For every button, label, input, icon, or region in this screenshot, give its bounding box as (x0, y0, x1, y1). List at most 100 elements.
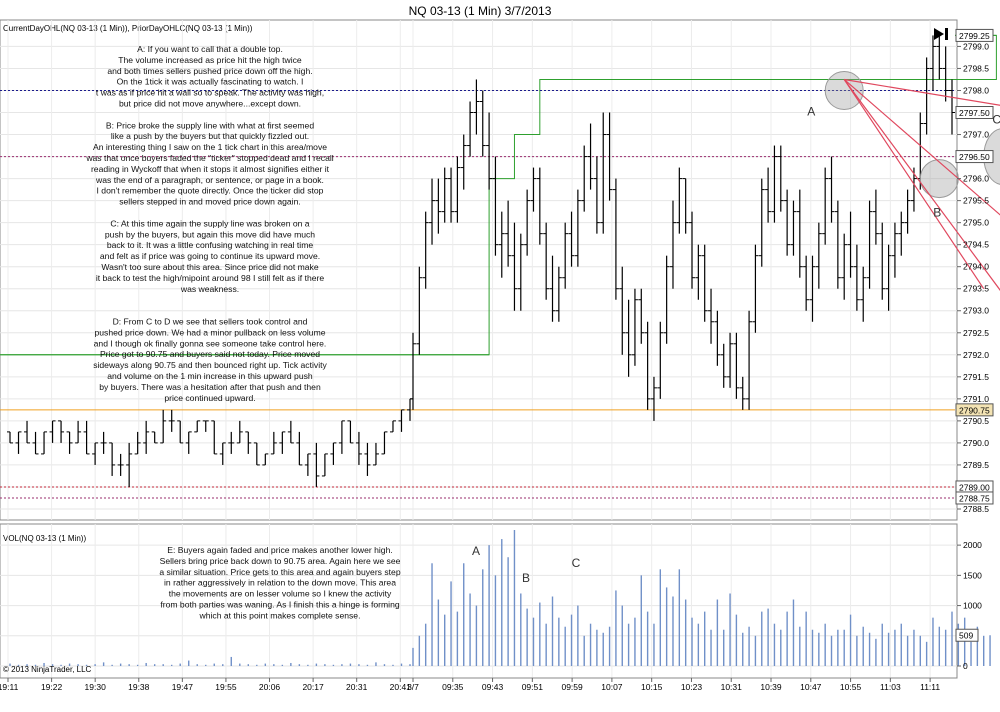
ohlc-bar (695, 244, 702, 300)
ohlc-bar (49, 420, 56, 443)
price-tick-label: 2788.5 (963, 504, 989, 514)
price-badge (955, 150, 994, 164)
ohlc-bar (435, 178, 442, 234)
trendline (843, 79, 1000, 216)
annotation-line: and felt as if price was going to contin… (100, 251, 320, 261)
time-tick-label: 09:59 (561, 682, 583, 692)
price-tick-label: 2794.0 (963, 262, 989, 272)
price-tick-label: 2798.0 (963, 85, 989, 95)
volume-annotation-line: from both parties was waning. As I finis… (160, 600, 400, 610)
time-tick-label: 09:43 (482, 682, 504, 692)
ohlc-bar (536, 167, 543, 245)
annotation-line: like a push by the buyers but that quick… (111, 131, 309, 141)
ohlc-bar (676, 167, 683, 234)
ohlc-bar (372, 442, 379, 466)
volume-tick-label: 0 (963, 661, 968, 671)
volume-badge (955, 628, 979, 642)
ohlc-bar (389, 420, 396, 433)
annotation-line: was that once buyers faded the "ticker" … (85, 153, 333, 163)
ohlc-bar (923, 57, 930, 135)
price-badge-label: 2799.25 (959, 31, 990, 41)
ohlc-bar (771, 145, 778, 223)
ohlc-bar (253, 442, 260, 466)
ohlc-bar (245, 431, 252, 454)
ohlc-bar (15, 431, 22, 454)
ohlc-bar (168, 409, 175, 432)
annotation-line: B: Price broke the supply line with what… (106, 120, 314, 130)
time-tick-label: 10:47 (800, 682, 822, 692)
volume-tick-label: 1500 (963, 570, 982, 580)
ohlc-bar (549, 255, 556, 322)
volume-indicator-label: VOL(NQ 03-13 (1 Min)) (3, 534, 86, 543)
price-panel-frame (0, 19, 958, 521)
ohlc-bar (752, 244, 759, 333)
ohlc-bar (758, 178, 765, 267)
ohlc-bar (236, 420, 243, 444)
ohlc-bar (511, 222, 518, 311)
ohlc-bar (815, 222, 822, 289)
annotation-line: D: From C to D we see that sellers took … (113, 317, 308, 327)
annotation-line: An interesting thing I saw on the 1 tick… (93, 142, 327, 152)
ohlc-bar (262, 453, 269, 466)
time-tick-label: 19:55 (215, 682, 237, 692)
skip-to-end-icon[interactable] (934, 28, 948, 40)
volume-point-label-c: C (572, 556, 581, 570)
ohlc-bar (910, 167, 917, 212)
volume-tick-label: 2000 (963, 540, 982, 550)
annotation-line: back to it. It was a little confusing wa… (107, 240, 314, 250)
ohlc-bar (720, 343, 727, 388)
ohlc-bar (330, 442, 337, 465)
annotation-line: I don't remember the quote directly. Onc… (97, 186, 324, 196)
ohlc-bar (211, 420, 218, 455)
ohlc-bar (600, 112, 607, 234)
price-badge (955, 106, 994, 120)
annotation-line: and I though ok finally gonna see someon… (94, 338, 327, 348)
ohlc-bar (612, 178, 619, 300)
volume-point-label-a: A (472, 544, 480, 558)
ohlc-bar (790, 200, 797, 256)
ohlc-bar (669, 200, 676, 289)
ohlc-bar (498, 211, 505, 278)
copyright-text: © 2013 NinjaTrader, LLC (3, 665, 92, 674)
ohlc-bar (809, 255, 816, 322)
annotation-line: Price got to 90.75 and buyers said not t… (100, 349, 320, 359)
ohlc-bar (338, 420, 345, 454)
ohlc-bar (287, 420, 294, 444)
ohlc-bar (460, 134, 467, 190)
ohlc-bar (143, 420, 150, 454)
price-badge-label: 2797.50 (959, 108, 990, 118)
ohlc-bar (126, 442, 133, 487)
ohlc-bar (270, 431, 277, 455)
ohlc-bar (682, 178, 689, 234)
annotation-line: C: At this time again the supply line wa… (110, 218, 309, 228)
ohlc-bar (866, 200, 873, 289)
ohlc-bar (454, 156, 461, 223)
trendline (843, 79, 1000, 291)
ohlc-bar (92, 442, 99, 465)
ohlc-bar (505, 200, 512, 267)
ohlc-bar (847, 211, 854, 278)
ohlc-bar (83, 420, 90, 455)
annotation-line: by buyers. There was a hesitation after … (99, 382, 321, 392)
ohlc-bar (524, 189, 531, 256)
ohlc-bar (777, 145, 784, 212)
ohlc-bar (429, 178, 436, 245)
annotation-line: and both times sellers pushed price down… (107, 66, 312, 76)
volume-tick-label: 1000 (963, 601, 982, 611)
time-tick-label: 19:11 (0, 682, 19, 692)
ohlc-bar (381, 431, 388, 455)
annotation-line: sellers stepped in and moved price down … (119, 197, 301, 207)
ohlc-bar (202, 420, 209, 432)
time-tick-label: 11:03 (880, 682, 901, 692)
point-label-c: C (992, 113, 1000, 127)
ohlc-bar (410, 332, 416, 410)
time-tick-label: 09:35 (442, 682, 464, 692)
time-tick-label: 20:06 (259, 682, 281, 692)
price-tick-label: 2793.0 (963, 306, 989, 316)
ohlc-bar (109, 442, 116, 476)
ohlc-bar (904, 189, 911, 234)
ohlc-bar (803, 255, 810, 311)
ohlc-bar (644, 321, 651, 410)
